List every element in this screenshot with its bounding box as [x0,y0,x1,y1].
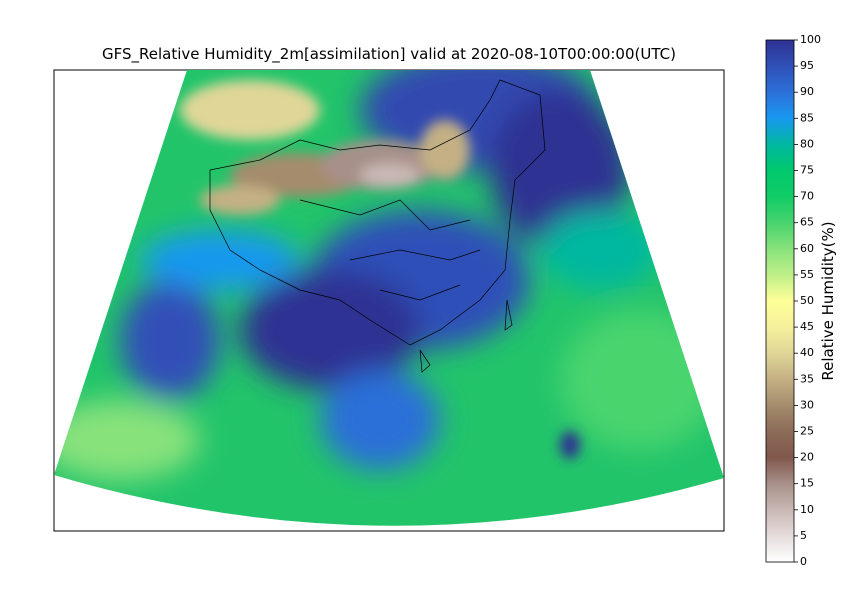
colorbar-label: Relative Humidity(%) [819,221,837,380]
colorbar-tick-label: 15 [800,477,814,490]
colorbar-tick-label: 30 [800,398,814,411]
borders [209,79,546,373]
colorbar-tick-label: 5 [800,529,807,542]
colorbar-tick-label: 60 [800,242,814,255]
colorbar [765,39,795,563]
colorbar-tick-label: 75 [800,164,814,177]
colorbar-tick-label: 0 [800,555,807,568]
map-title: GFS_Relative Humidity_2m[assimilation] v… [102,45,676,64]
colorbar-tick-label: 45 [800,320,814,333]
colorbar-tick-label: 40 [800,346,814,359]
colorbar-tick-label: 25 [800,425,814,438]
colorbar-tick-label: 20 [800,451,814,464]
colorbar-tick-label: 35 [800,372,814,385]
colorbar-tick-label: 70 [800,190,814,203]
colorbar-tick-label: 90 [800,85,814,98]
colorbar-tick-label: 10 [800,503,814,516]
colorbar-tick-label: 100 [800,33,821,46]
colorbar-tick-label: 95 [800,59,814,72]
colorbar-tick-label: 80 [800,137,814,150]
colorbar-tick-label: 50 [800,294,814,307]
colorbar-tick-label: 65 [800,216,814,229]
colorbar-tick-label: 85 [800,111,814,124]
colorbar-tick-label: 55 [800,268,814,281]
